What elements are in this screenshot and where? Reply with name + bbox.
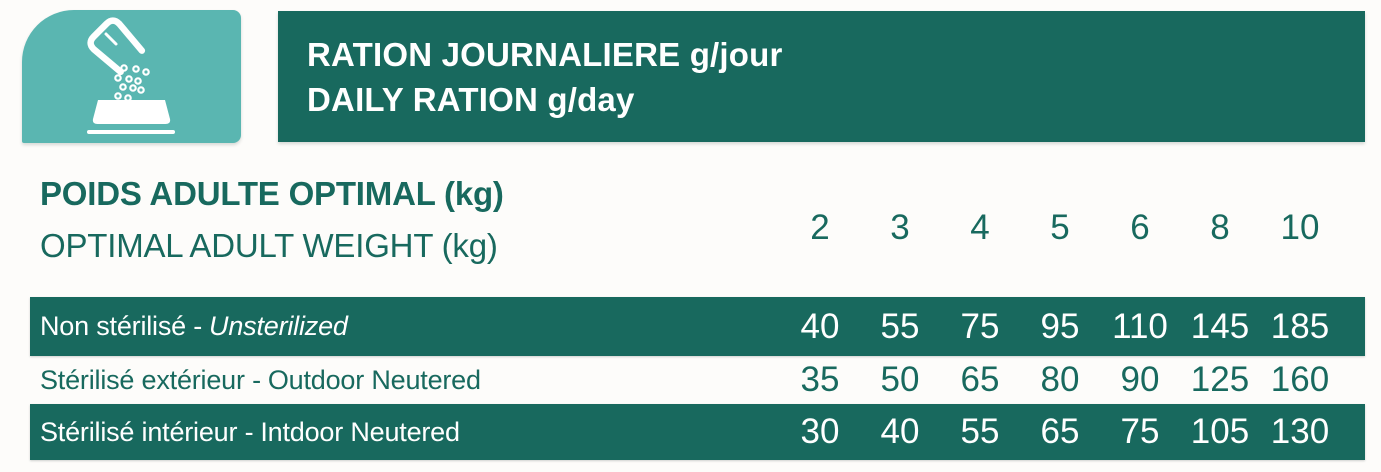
row-label: Non stérilisé - Unsterilized — [30, 311, 780, 342]
row-values: 35 50 65 80 90 125 160 — [780, 360, 1365, 400]
weight-column: 4 — [970, 208, 990, 247]
row-label: Stérilisé extérieur - Outdoor Neutered — [30, 365, 780, 396]
ration-row-unsterilized: Non stérilisé - Unsterilized 40 55 75 95 … — [30, 297, 1365, 356]
row-label-fr: Stérilisé extérieur - — [40, 364, 261, 395]
weight-title-fr: POIDS ADULTE OPTIMAL (kg) — [40, 175, 504, 212]
row-label: Stérilisé intérieur - Intdoor Neutered — [30, 417, 780, 448]
ration-value: 185 — [1270, 306, 1330, 346]
ration-value: 40 — [880, 412, 920, 451]
kibble-pour-into-bowl-icon — [87, 17, 175, 134]
banner-title-fr: RATION JOURNALIERE g/jour — [307, 35, 783, 73]
ration-value: 30 — [800, 412, 840, 451]
ration-value: 125 — [1190, 360, 1250, 399]
weight-column: 6 — [1130, 208, 1150, 247]
ration-value: 65 — [1040, 412, 1080, 451]
ration-value: 75 — [1120, 412, 1160, 451]
weight-column: 10 — [1280, 208, 1320, 247]
weight-title-en: OPTIMAL ADULT WEIGHT (kg) — [40, 227, 498, 264]
ration-value: 90 — [1120, 360, 1160, 399]
ration-value: 65 — [960, 360, 1000, 399]
ration-table: Non stérilisé - Unsterilized 40 55 75 95 … — [30, 297, 1365, 460]
row-label-en: Intdoor Neutered — [260, 416, 460, 447]
row-values: 40 55 75 95 110 145 185 — [780, 307, 1365, 347]
ration-value: 40 — [800, 306, 840, 346]
ration-row-outdoor-neutered: Stérilisé extérieur - Outdoor Neutered 35… — [30, 356, 1365, 404]
weight-column: 5 — [1050, 208, 1070, 247]
icon-tile — [22, 10, 241, 143]
row-label-en: Unsterilized — [209, 311, 348, 341]
ration-value: 35 — [800, 360, 840, 399]
weight-column: 8 — [1210, 208, 1230, 247]
weight-column: 2 — [810, 208, 830, 247]
banner-title-en: DAILY RATION g/day — [307, 80, 635, 118]
weight-column: 3 — [890, 208, 910, 247]
weight-columns: 2 3 4 5 6 8 10 — [780, 206, 1340, 250]
row-values: 30 40 55 65 75 105 130 — [780, 412, 1365, 452]
ration-value: 160 — [1270, 360, 1330, 399]
row-label-fr: Non stérilisé - — [40, 311, 203, 341]
ration-value: 110 — [1112, 306, 1168, 346]
ration-value: 55 — [880, 306, 920, 346]
row-label-fr: Stérilisé intérieur - — [40, 416, 254, 447]
ration-banner: RATION JOURNALIERE g/jour DAILY RATION g… — [278, 11, 1365, 142]
row-label-en: Outdoor Neutered — [267, 364, 481, 395]
ration-value: 145 — [1190, 306, 1250, 346]
ration-row-indoor-neutered: Stérilisé intérieur - Intdoor Neutered 30… — [30, 404, 1365, 460]
ration-value: 50 — [880, 360, 920, 399]
ration-value: 80 — [1040, 360, 1080, 399]
weight-title-block: POIDS ADULTE OPTIMAL (kg) OPTIMAL ADULT … — [40, 174, 504, 266]
ration-value: 75 — [960, 306, 1000, 346]
ration-value: 95 — [1040, 306, 1080, 346]
ration-value: 130 — [1270, 412, 1330, 451]
ration-value: 105 — [1190, 412, 1250, 451]
ration-value: 55 — [960, 412, 1000, 451]
